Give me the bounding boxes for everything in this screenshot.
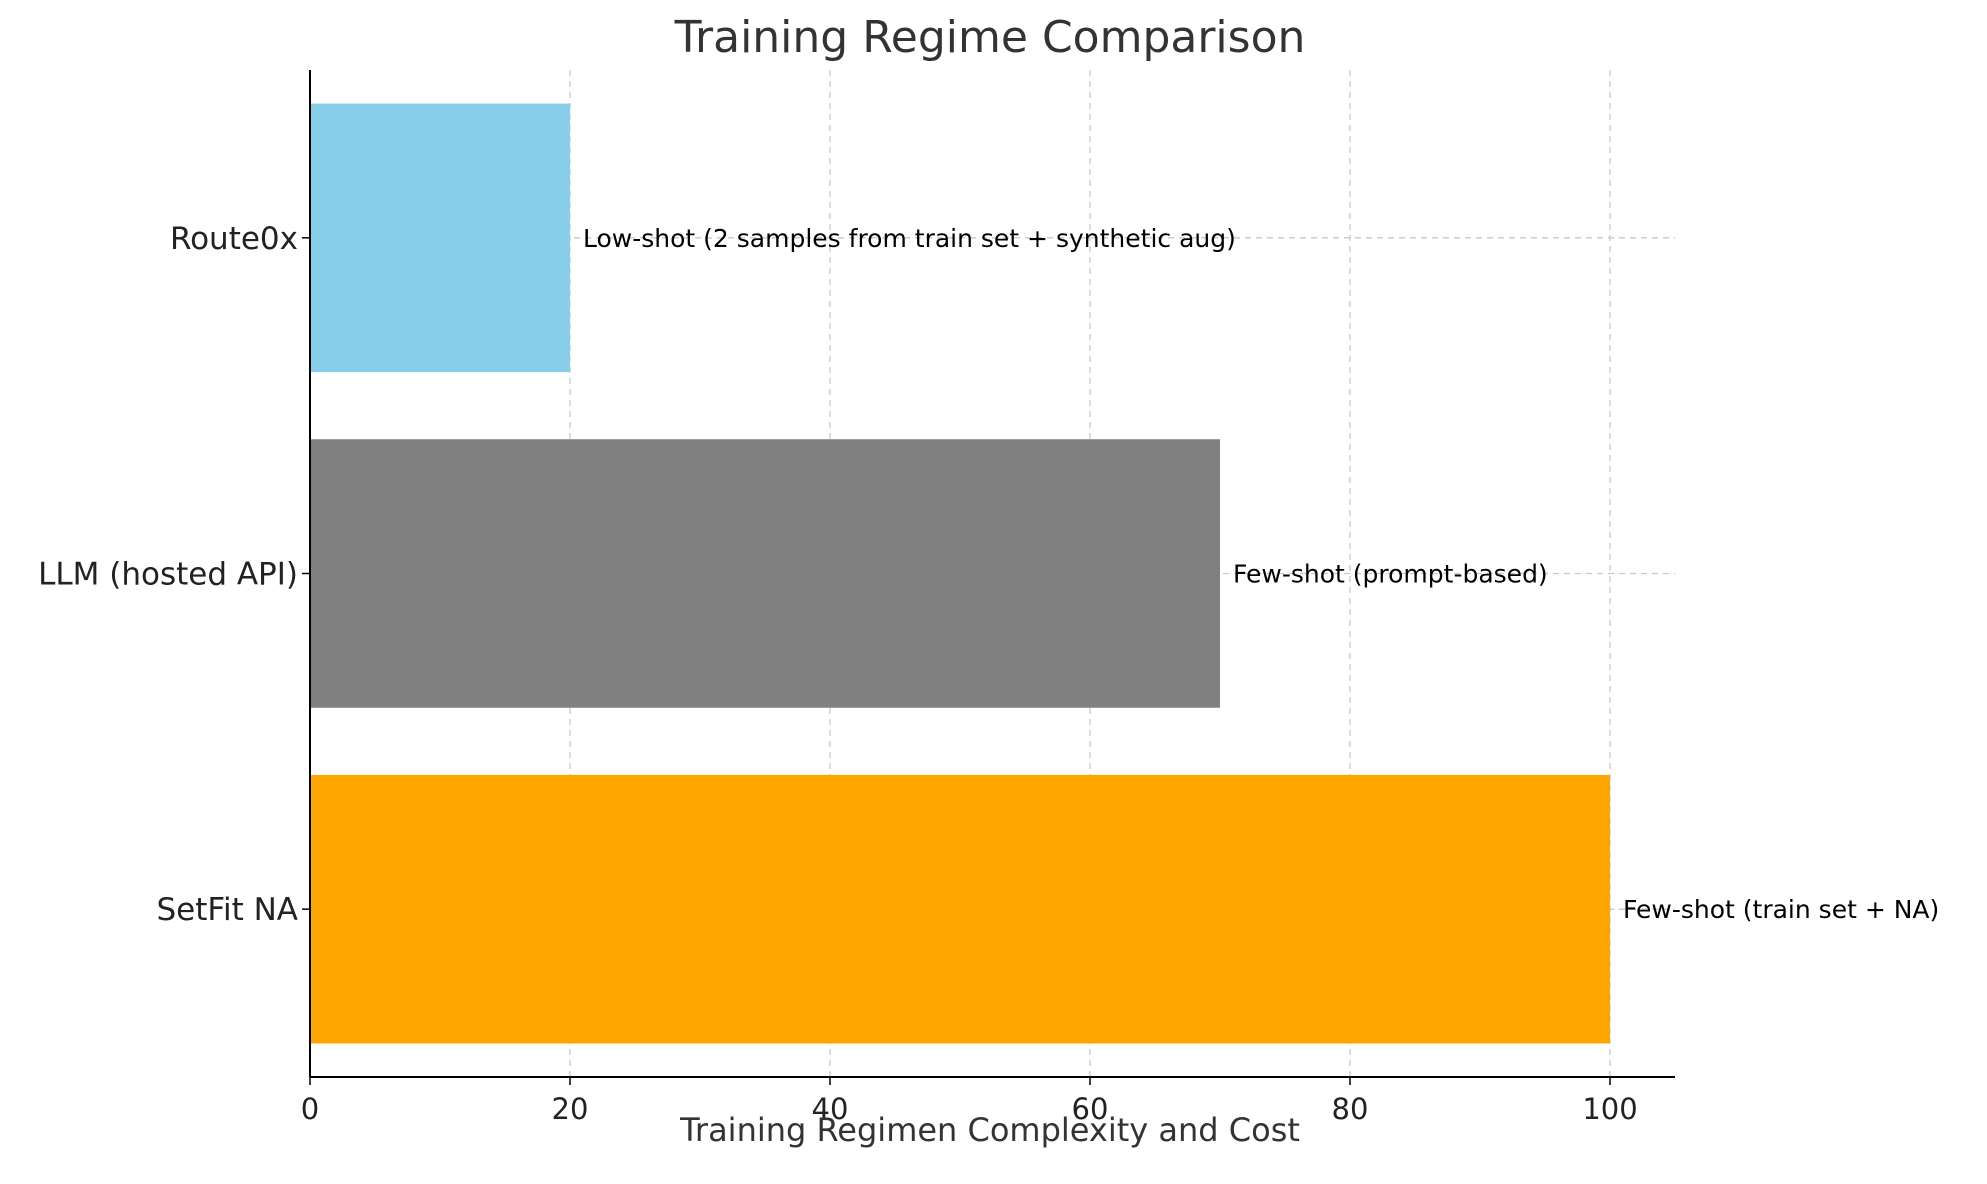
x-tick-label: 80 bbox=[1332, 1092, 1369, 1126]
axes bbox=[302, 70, 1675, 1085]
labels: Route0x Low-shot (2 samples from train se… bbox=[38, 221, 1939, 1126]
bar bbox=[310, 439, 1220, 708]
x-tick-label: 100 bbox=[1582, 1092, 1637, 1126]
bar-annotation: Few-shot (prompt-based) bbox=[1233, 560, 1548, 589]
bar bbox=[310, 774, 1610, 1044]
x-tick-label: 0 bbox=[301, 1092, 319, 1126]
x-tick-label: 60 bbox=[1072, 1092, 1109, 1126]
y-tick-label: Route0x bbox=[170, 221, 298, 257]
x-axis-label: Training Regimen Complexity and Cost bbox=[679, 1111, 1300, 1149]
x-tick-label: 20 bbox=[552, 1092, 589, 1126]
bar-annotation: Low-shot (2 samples from train set + syn… bbox=[583, 224, 1236, 253]
bars bbox=[310, 103, 1610, 1044]
y-tick-label: LLM (hosted API) bbox=[38, 557, 298, 593]
bar-annotation: Few-shot (train set + NA) bbox=[1623, 895, 1939, 924]
chart-title: Training Regime Comparison bbox=[674, 12, 1306, 63]
y-tick-label: SetFit NA bbox=[157, 892, 299, 928]
x-tick-label: 40 bbox=[812, 1092, 849, 1126]
bar bbox=[310, 103, 570, 373]
